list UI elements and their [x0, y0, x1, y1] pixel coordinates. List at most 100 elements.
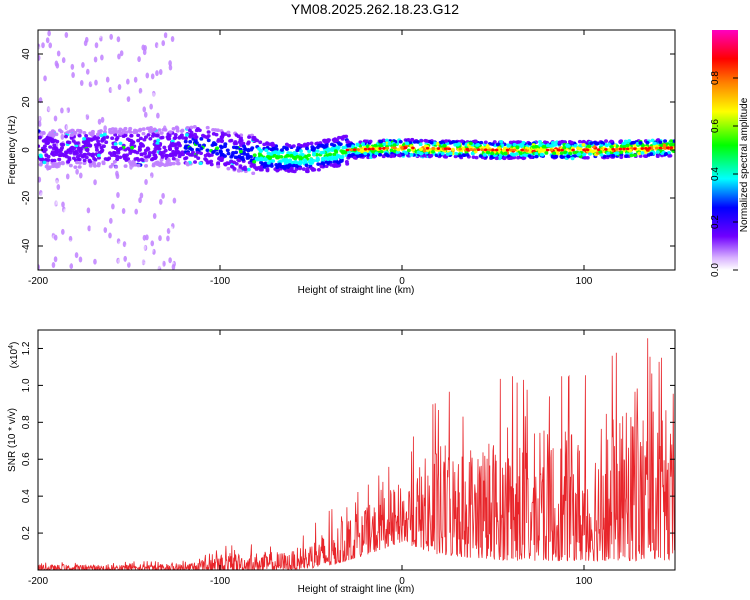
- heatmap-cell: [83, 140, 88, 145]
- heatmap-cell: [142, 256, 147, 262]
- heatmap-cell: [429, 160, 434, 165]
- heatmap-cell: [105, 76, 110, 83]
- heatmap-cell: [202, 179, 207, 185]
- heatmap-cell: [477, 132, 482, 137]
- heatmap-cell: [104, 140, 109, 145]
- heatmap-cell: [443, 133, 448, 138]
- heatmap-cell: [618, 159, 623, 164]
- heatmap-cell: [278, 136, 283, 141]
- heatmap-cell: [143, 261, 148, 267]
- heatmap-cell: [236, 158, 241, 162]
- heatmap-cell: [144, 164, 149, 168]
- heatmap-cell: [163, 32, 168, 39]
- heatmap-cell: [310, 168, 315, 172]
- heatmap-cell: [581, 143, 586, 147]
- heatmap-cell: [454, 151, 459, 156]
- heatmap-cell: [82, 115, 87, 121]
- heatmap-cell: [38, 135, 42, 140]
- heatmap-cell: [121, 134, 126, 139]
- heatmap-cell: [116, 257, 120, 264]
- heatmap-cell: [433, 159, 438, 164]
- heatmap-cell: [626, 158, 631, 163]
- heatmap-cell: [168, 60, 172, 67]
- heatmap-cell: [141, 259, 146, 266]
- heatmap-cell: [199, 146, 204, 151]
- heatmap-cell: [53, 149, 58, 154]
- heatmap-cell: [65, 173, 70, 180]
- heatmap-cell: [602, 154, 607, 159]
- heatmap-cell: [61, 201, 65, 208]
- heatmap-cell: [525, 134, 530, 139]
- heatmap-cell: [151, 92, 156, 98]
- heatmap-cell: [56, 200, 60, 206]
- heatmap-cell: [520, 143, 525, 148]
- heatmap-cell: [102, 266, 107, 270]
- heatmap-cell: [526, 157, 531, 162]
- heatmap-cell: [658, 146, 663, 150]
- heatmap-cell: [118, 111, 123, 117]
- heatmap-cell: [440, 151, 445, 156]
- heatmap-cell: [245, 189, 250, 195]
- heatmap-cell: [168, 130, 173, 134]
- heatmap-cell: [452, 163, 457, 168]
- heatmap-cell: [545, 148, 550, 152]
- heatmap-cell: [55, 180, 59, 186]
- spectrogram-ylabel: Frequency (Hz): [7, 116, 18, 185]
- heatmap-cell: [510, 160, 515, 165]
- chart-title: YM08.2025.262.18.23.G12: [291, 1, 459, 17]
- heatmap-cell: [45, 200, 50, 206]
- heatmap-cell: [410, 137, 415, 142]
- snr-multiplier-exp: 4: [8, 345, 15, 349]
- heatmap-cell: [498, 134, 503, 139]
- heatmap-cell: [291, 144, 296, 148]
- heatmap-cell: [195, 263, 199, 269]
- snr-ytick-label: 0.6: [21, 452, 32, 466]
- heatmap-cell: [108, 151, 113, 155]
- heatmap-cell: [81, 165, 86, 171]
- heatmap-cell: [445, 152, 450, 157]
- heatmap-cell: [242, 144, 247, 149]
- heatmap-cell: [159, 263, 164, 269]
- heatmap-cell: [171, 126, 176, 131]
- heatmap-cell: [505, 148, 510, 152]
- heatmap-cell: [180, 73, 185, 79]
- heatmap-cell: [232, 166, 237, 171]
- heatmap-cell: [100, 116, 105, 123]
- heatmap-cell: [549, 166, 554, 171]
- heatmap-cell: [476, 148, 481, 152]
- heatmap-cell: [665, 163, 670, 168]
- heatmap-cell: [163, 246, 168, 252]
- heatmap-cell: [246, 167, 251, 172]
- heatmap-cell: [193, 63, 198, 69]
- heatmap-cell: [118, 132, 123, 136]
- heatmap-cell: [640, 151, 645, 155]
- heatmap-cell: [173, 183, 177, 189]
- heatmap-cell: [82, 136, 87, 141]
- heatmap-cell: [491, 135, 496, 140]
- heatmap-cell: [53, 256, 58, 263]
- heatmap-cell: [181, 263, 186, 269]
- heatmap-cell: [255, 76, 260, 82]
- heatmap-cell: [352, 159, 357, 164]
- heatmap-cell: [209, 162, 214, 167]
- heatmap-cell: [188, 134, 193, 139]
- heatmap-cell: [452, 130, 457, 135]
- heatmap-cell: [82, 158, 87, 163]
- heatmap-cell: [612, 161, 617, 166]
- heatmap-cell: [446, 165, 451, 170]
- heatmap-cell: [352, 155, 357, 160]
- heatmap-cell: [537, 149, 542, 154]
- heatmap-cell: [115, 170, 119, 177]
- heatmap-cell: [506, 144, 511, 148]
- heatmap-cell: [44, 105, 48, 111]
- heatmap-cell: [78, 256, 83, 263]
- heatmap-cell: [536, 136, 541, 141]
- heatmap-cell: [212, 176, 217, 182]
- heatmap-cell: [383, 129, 388, 134]
- heatmap-cell: [118, 240, 122, 246]
- heatmap-cell: [116, 36, 121, 43]
- heatmap-cell: [602, 129, 607, 134]
- heatmap-cell: [382, 147, 386, 150]
